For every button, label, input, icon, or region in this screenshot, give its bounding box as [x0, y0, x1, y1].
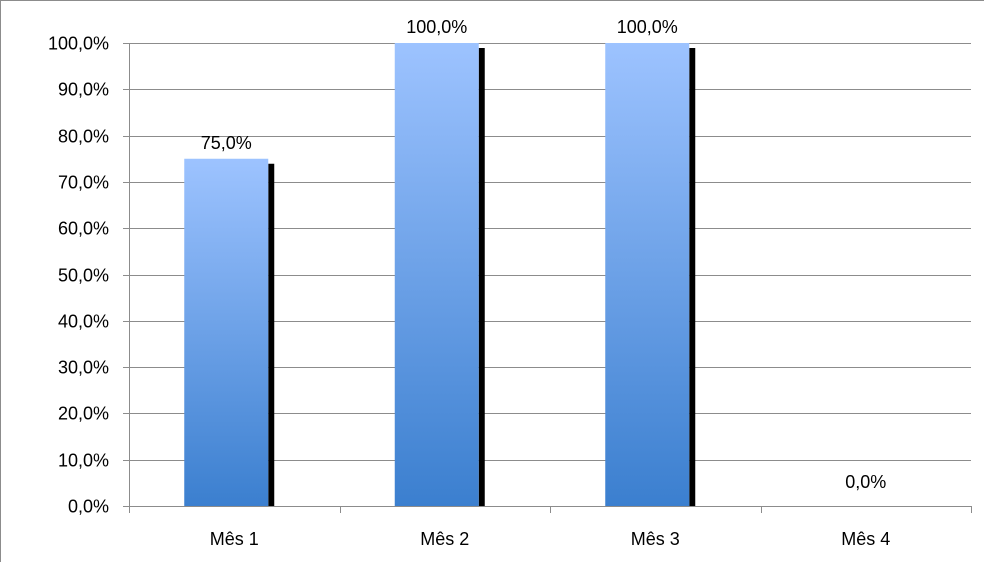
y-tick-label: 30,0%: [58, 358, 109, 378]
y-tick-label: 100,0%: [48, 34, 109, 54]
x-tick-label: Mês 4: [841, 529, 890, 549]
y-tick-label: 20,0%: [58, 404, 109, 424]
x-tick-label: Mês 1: [210, 529, 259, 549]
y-tick-label: 70,0%: [58, 173, 109, 193]
bars: [184, 43, 696, 506]
y-tick-label: 10,0%: [58, 451, 109, 471]
y-tick-label: 40,0%: [58, 312, 109, 332]
axes: [123, 43, 972, 513]
y-tick-label: 90,0%: [58, 80, 109, 100]
bar-shadow: [478, 48, 485, 506]
bar: [605, 43, 690, 506]
bar: [394, 43, 479, 506]
y-axis-tick-labels: 0,0% 10,0% 20,0% 30,0% 40,0% 50,0% 60,0% 70,0% 8…: [48, 34, 109, 517]
data-label: 100,0%: [406, 17, 467, 37]
x-axis-tick-labels: Mês 1 Mês 2 Mês 3 Mês 4: [210, 529, 891, 549]
data-label: 0,0%: [845, 472, 886, 492]
y-tick-label: 60,0%: [58, 219, 109, 239]
x-tick-label: Mês 3: [631, 529, 680, 549]
data-labels: 75,0% 100,0% 100,0% 0,0%: [201, 17, 887, 492]
data-label: 75,0%: [201, 133, 252, 153]
y-tick-label: 0,0%: [68, 497, 109, 517]
bar-shadow: [268, 163, 275, 506]
y-tick-label: 80,0%: [58, 127, 109, 147]
bar-shadow: [689, 48, 696, 506]
y-tick-label: 50,0%: [58, 266, 109, 286]
x-tick-label: Mês 2: [420, 529, 469, 549]
data-label: 100,0%: [617, 17, 678, 37]
bar: [184, 158, 269, 506]
